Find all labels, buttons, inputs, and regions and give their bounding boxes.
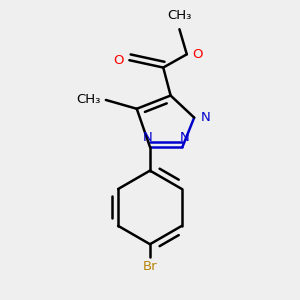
- Text: N: N: [143, 131, 152, 144]
- Text: O: O: [114, 54, 124, 67]
- Text: O: O: [192, 48, 202, 61]
- Text: N: N: [180, 131, 190, 144]
- Text: N: N: [201, 111, 210, 124]
- Text: Br: Br: [143, 260, 157, 273]
- Text: CH₃: CH₃: [76, 93, 100, 106]
- Text: CH₃: CH₃: [167, 9, 192, 22]
